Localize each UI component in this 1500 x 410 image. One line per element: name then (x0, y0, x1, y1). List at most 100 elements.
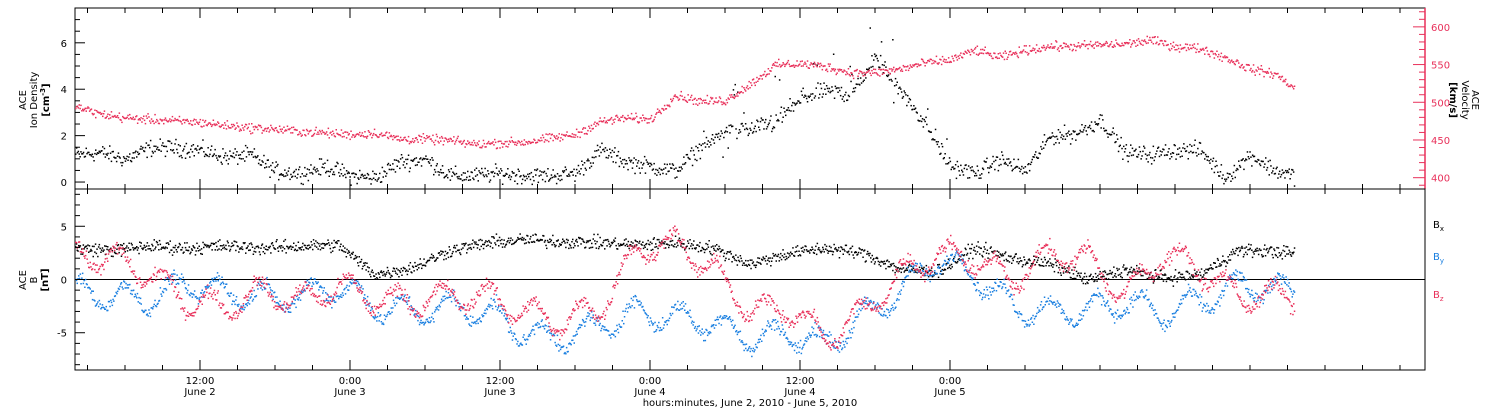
data-point (1067, 132, 1069, 134)
data-point (1023, 45, 1026, 47)
data-point (975, 245, 978, 247)
data-point (778, 58, 780, 61)
data-point (371, 269, 373, 271)
data-point (650, 162, 652, 165)
data-point (1146, 35, 1148, 38)
data-point (633, 118, 635, 121)
data-point (193, 294, 195, 296)
data-point (200, 146, 202, 149)
data-point (94, 243, 97, 245)
data-point (832, 69, 834, 71)
data-point (1218, 175, 1221, 177)
data-point (1289, 178, 1291, 180)
data-point (112, 116, 114, 118)
data-point (1062, 138, 1064, 140)
data-point (971, 166, 973, 168)
data-point (1274, 72, 1277, 75)
data-point (379, 172, 381, 175)
data-point (169, 240, 171, 242)
data-point (421, 264, 424, 267)
data-point (927, 60, 929, 62)
data-point (670, 167, 672, 169)
data-point (1293, 185, 1296, 187)
data-point (232, 123, 235, 126)
data-point (1173, 144, 1175, 146)
data-point (1161, 274, 1164, 276)
data-point (1002, 52, 1005, 54)
data-point (1178, 271, 1181, 274)
data-point (1198, 141, 1201, 144)
data-point (1130, 46, 1132, 48)
data-point (1042, 141, 1044, 143)
data-point (1088, 43, 1090, 46)
data-point (1274, 253, 1277, 256)
data-point (370, 183, 372, 185)
data-point (425, 137, 427, 140)
data-point (623, 158, 626, 161)
data-point (495, 243, 497, 246)
data-point (833, 243, 835, 246)
data-point (888, 68, 891, 70)
data-point (130, 289, 133, 292)
data-point (788, 109, 790, 112)
data-point (898, 268, 901, 270)
data-point (1224, 178, 1226, 180)
data-point (863, 71, 865, 74)
data-point (988, 252, 990, 255)
density-ylabel-unit: [cm-3] (39, 83, 52, 116)
data-point (1275, 73, 1277, 75)
data-point (1134, 149, 1136, 152)
data-point (259, 280, 261, 282)
data-point (277, 250, 280, 252)
data-point (489, 143, 492, 145)
data-point (219, 245, 222, 247)
data-point (984, 46, 986, 48)
data-point (262, 161, 264, 163)
data-point (1168, 277, 1171, 280)
data-point (1119, 273, 1121, 276)
data-point (947, 163, 949, 165)
data-point (240, 305, 242, 307)
data-point (358, 134, 360, 136)
data-point (361, 132, 364, 134)
data-point (1082, 43, 1085, 46)
data-point (548, 241, 550, 244)
data-point (1035, 51, 1037, 54)
data-point (455, 250, 457, 253)
data-point (163, 122, 165, 125)
data-point (342, 175, 344, 177)
data-point (1211, 50, 1214, 53)
data-point (310, 241, 312, 243)
data-point (460, 178, 462, 180)
data-point (993, 52, 995, 54)
data-point (467, 179, 470, 181)
data-point (925, 62, 927, 64)
data-point (800, 247, 803, 249)
data-point (1040, 258, 1043, 261)
data-point (1007, 164, 1009, 167)
data-point (1115, 141, 1117, 143)
data-point (949, 160, 952, 163)
data-point (150, 155, 153, 158)
data-point (100, 249, 103, 251)
data-point (366, 135, 369, 137)
data-point (900, 91, 903, 93)
data-point (376, 278, 379, 280)
data-point (894, 77, 897, 80)
data-point (1224, 180, 1227, 182)
data-point (514, 180, 516, 182)
data-point (1277, 256, 1279, 259)
data-point (433, 321, 435, 323)
data-point (414, 164, 417, 167)
data-point (384, 318, 386, 321)
data-point (1224, 55, 1226, 57)
data-point (200, 292, 203, 294)
data-point (254, 296, 256, 298)
data-point (292, 126, 295, 128)
data-point (85, 245, 88, 247)
data-point (1165, 280, 1168, 283)
data-point (1246, 151, 1249, 153)
data-point (1277, 177, 1279, 179)
data-point (178, 277, 181, 279)
data-point (1177, 153, 1180, 155)
